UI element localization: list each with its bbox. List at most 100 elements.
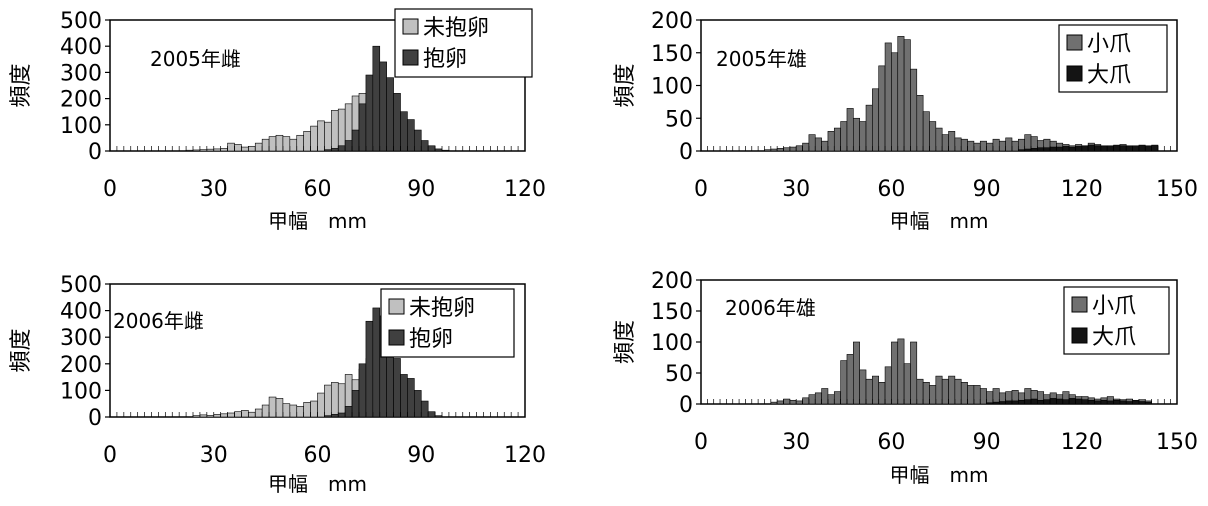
chart-1-legend-swatch-0 — [1066, 34, 1083, 51]
chart-1-bar-s1-12 — [1094, 145, 1102, 152]
chart-3-legend-label-1: 大爪 — [1092, 325, 1136, 350]
chart-2-bar-s0-20 — [331, 382, 339, 418]
chart-3-y-tick-label: 150 — [651, 300, 693, 325]
chart-0-y-tick-label: 100 — [60, 114, 102, 139]
chart-0-bar-s0-21 — [331, 110, 339, 152]
chart-2-bar-s1-2 — [337, 412, 346, 418]
chart-1-bar-s1-18 — [1132, 145, 1140, 152]
chart-1-bar-s1-4 — [1043, 147, 1051, 152]
chart-2-bar-s0-9 — [254, 408, 263, 418]
chart-3-bar-s1-21 — [1119, 400, 1127, 405]
chart-0-bar-s1-9 — [386, 77, 394, 152]
chart-3-bar-s0-14 — [859, 369, 867, 405]
chart-1-bar-s0-17 — [872, 88, 880, 152]
chart-3-bar-s0-13 — [853, 341, 860, 405]
chart-3-bar-s0-30 — [960, 382, 968, 405]
chart-0-bar-s0-13 — [275, 134, 284, 152]
chart-3-bar-s0-25 — [929, 385, 937, 405]
chart-2005-female: 0 100 200 300 400 500 0 30 60 90 120 2005年雌 甲幅 mm 頻度未… — [0, 0, 604, 251]
chart-0-legend-label-1: 抱卵 — [423, 47, 467, 72]
chart-2-y-axis-label: 頻度 — [9, 328, 34, 372]
chart-1-x-tick-label: 30 — [782, 177, 810, 202]
chart-3-bar-s1-22 — [1125, 401, 1133, 405]
chart-1-bar-s0-24 — [916, 95, 924, 152]
chart-2-bar-s1-13 — [414, 390, 422, 418]
chart-2005-male: 0 50 100 150 200 0 30 60 90 120 150 2005年雄 甲幅 mm 頻度 小爪… — [604, 0, 1208, 251]
chart-2-y-tick-label: 100 — [60, 379, 102, 404]
chart-1-bar-s0-14 — [853, 117, 860, 152]
chart-3-bar-s1-15 — [1081, 399, 1089, 405]
chart-1-bar-s1-21 — [1151, 144, 1159, 152]
chart-2-x-axis-label: 甲幅 mm — [268, 472, 367, 496]
chart-1-bar-s1-7 — [1062, 146, 1070, 152]
chart-1-bar-s0-38 — [1005, 137, 1013, 152]
chart-1-bar-s0-18 — [878, 65, 886, 152]
chart-0-bar-s0-7 — [234, 144, 242, 152]
chart-2-bar-s1-16 — [434, 415, 443, 418]
chart-3-bar-s1-10 — [1049, 398, 1057, 405]
chart-2-bar-s1-1 — [331, 414, 339, 418]
chart-2-bar-s0-8 — [248, 411, 256, 418]
chart-0-bar-s1-17 — [441, 149, 450, 152]
chart-3-bar-s1-18 — [1100, 399, 1108, 405]
chart-3-y-tick-label: 100 — [651, 331, 693, 356]
chart-2-y-tick-label: 0 — [88, 406, 102, 431]
chart-3-bar-s1-1 — [992, 401, 1000, 405]
chart-1-y-tick-label: 150 — [651, 42, 693, 67]
chart-3-bar-s0-32 — [973, 385, 981, 405]
chart-1-x-tick-label: 60 — [877, 177, 905, 202]
chart-3-bar-s0-6 — [808, 394, 816, 405]
chart-1-bar-s0-20 — [891, 52, 899, 152]
chart-0-x-axis-label: 甲幅 mm — [268, 209, 367, 233]
chart-0-bar-s0-11 — [261, 138, 270, 152]
chart-3-y-tick-label: 0 — [679, 393, 693, 418]
chart-3-bar-s1-5 — [1018, 399, 1025, 405]
chart-0-bar-s0-22 — [337, 108, 346, 152]
chart-2-bar-s1-0 — [324, 415, 332, 418]
chart-2-bar-s1-10 — [393, 358, 401, 418]
chart-3-bar-s1-0 — [986, 402, 994, 405]
chart-1-bar-s0-28 — [941, 134, 949, 152]
chart-1-bar-s1-2 — [1030, 148, 1038, 152]
chart-1-bar-s0-11 — [833, 127, 841, 152]
chart-0-bar-s0-18 — [310, 125, 318, 152]
chart-1-y-tick-label: 100 — [651, 75, 693, 100]
chart-2-legend-label-0: 未抱卵 — [409, 296, 475, 321]
chart-1-bar-s0-22 — [903, 39, 911, 152]
chart-0-y-tick-label: 200 — [60, 88, 102, 113]
chart-1-bar-s1-9 — [1075, 146, 1083, 152]
chart-1-bar-s0-1 — [770, 148, 778, 152]
chart-1-x-tick-label: 90 — [973, 177, 1001, 202]
chart-3-bar-s1-25 — [1144, 401, 1152, 405]
chart-1-bar-s1-15 — [1113, 144, 1121, 152]
chart-3-bar-s0-35 — [992, 388, 1000, 405]
chart-1-bar-s1-19 — [1138, 144, 1146, 152]
chart-3-y-tick-label: 50 — [665, 362, 693, 387]
chart-0-bar-s0-20 — [324, 121, 332, 152]
chart-3-title: 2006年雄 — [725, 296, 816, 320]
chart-1-bar-s0-34 — [979, 140, 987, 152]
chart-2-x-tick-label: 120 — [504, 443, 546, 468]
chart-3-bar-s0-33 — [979, 388, 987, 405]
chart-1-bar-s0-7 — [808, 134, 816, 152]
chart-1-bar-s0-26 — [929, 121, 937, 152]
chart-1-bar-s0-0 — [764, 149, 772, 152]
chart-1-bar-s0-40 — [1018, 138, 1025, 152]
chart-3-bar-s0-24 — [922, 382, 930, 405]
chart-3-legend-swatch-1 — [1071, 327, 1088, 344]
chart-3-bar-s1-6 — [1024, 399, 1032, 405]
chart-2-x-tick-label: 60 — [304, 443, 332, 468]
chart-1-bar-s0-16 — [865, 104, 873, 152]
chart-3-bar-s0-2 — [783, 398, 791, 405]
chart-3-x-tick-label: 120 — [1061, 430, 1103, 455]
chart-2-bar-s0-2 — [206, 415, 215, 418]
chart-2-y-tick-label: 200 — [60, 353, 102, 378]
chart-0-bar-s0-1 — [192, 149, 201, 152]
chart-0-bar-s0-10 — [254, 142, 263, 152]
chart-1-x-axis-label: 甲幅 mm — [890, 209, 989, 233]
chart-2-bar-s0-3 — [213, 414, 221, 418]
chart-0-x-tick-label: 60 — [304, 177, 332, 202]
chart-3-bar-s0-19 — [891, 341, 899, 405]
